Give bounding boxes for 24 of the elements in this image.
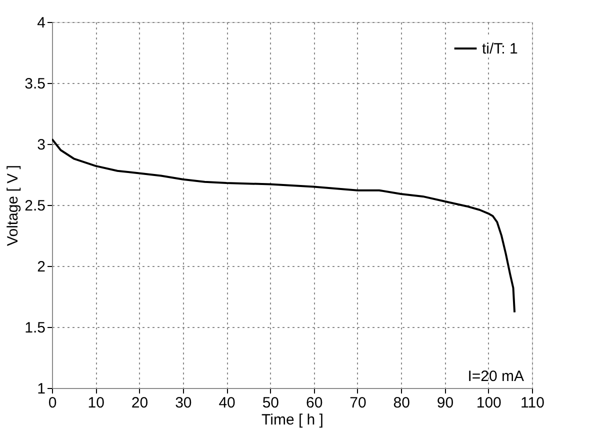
legend-label: ti/T: 1	[482, 40, 518, 58]
y-axis-title: Voltage [ V ]	[4, 165, 22, 246]
x-axis-title: Time [ h ]	[262, 412, 324, 428]
line-series	[52, 138, 516, 314]
x-tick-label: 80	[393, 394, 410, 412]
x-tick-label: 70	[350, 394, 366, 412]
x-tick-label: 90	[436, 394, 454, 412]
y-tick-label: 3	[37, 136, 46, 154]
x-tick-label: 100	[476, 394, 502, 412]
y-tick-label: 4	[37, 14, 46, 32]
y-tick-label: 2	[37, 258, 46, 276]
y-tick-label: 1	[37, 380, 46, 398]
annotation: I=20 mA	[468, 368, 524, 385]
x-tick-label: 30	[175, 394, 192, 412]
x-tick-label: 50	[262, 394, 280, 412]
x-tick-label: 40	[218, 394, 236, 412]
x-tick-label: 10	[88, 394, 104, 412]
x-tick-label: 110	[520, 394, 544, 412]
x-tick-label: 20	[131, 394, 148, 412]
x-tick-label: 0	[48, 394, 57, 412]
y-tick-label: 1.5	[24, 320, 46, 336]
x-tick-label: 60	[306, 394, 323, 412]
y-tick-label: 3.5	[24, 76, 46, 92]
y-tick-label: 2.5	[24, 198, 46, 214]
